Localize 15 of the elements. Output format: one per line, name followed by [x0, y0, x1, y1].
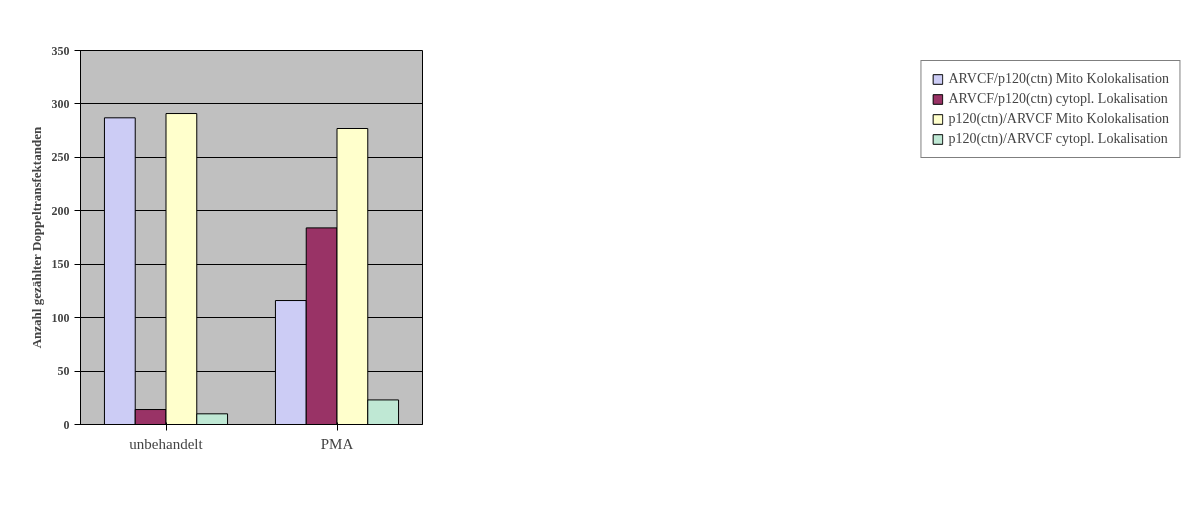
legend-label: p120(ctn)/ARVCF Mito Kolokalisation [948, 111, 1169, 127]
y-axis-title: Anzahl gezählter Doppeltransfektanden [28, 126, 44, 349]
y-tick-label: 350 [51, 43, 70, 58]
x-tick-label: unbehandelt [129, 435, 204, 452]
legend-label: p120(ctn)/ARVCF cytopl. Lokalisation [948, 131, 1168, 147]
legend-label: ARVCF/p120(ctn) cytopl. Lokalisation [948, 91, 1168, 107]
legend-label: ARVCF/p120(ctn) Mito Kolokalisation [948, 71, 1169, 87]
y-tick-label: 0 [63, 417, 70, 432]
x-tick-label: PMA [320, 435, 354, 452]
y-tick-label: 50 [57, 364, 70, 379]
y-tick-label: 100 [51, 310, 70, 325]
y-tick-label: 200 [51, 203, 70, 218]
y-tick-label: 250 [51, 150, 70, 165]
y-tick-label: 150 [51, 257, 70, 272]
y-tick-label: 300 [51, 96, 70, 111]
